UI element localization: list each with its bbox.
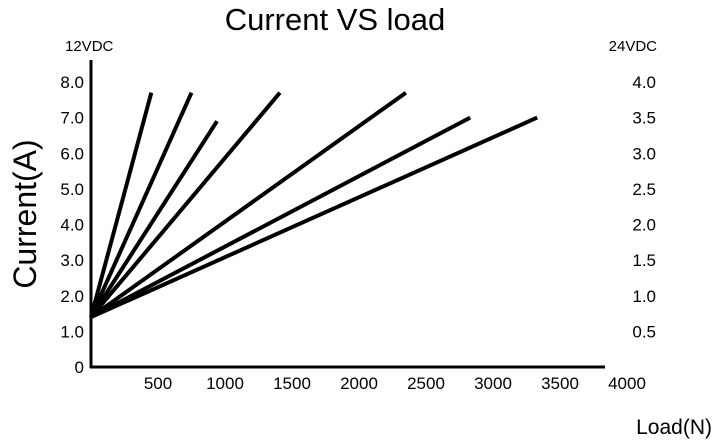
y2-tick-label: 3.5 (632, 109, 656, 128)
y2-tick-label: 2.0 (632, 216, 656, 235)
x-tick-label: 500 (144, 374, 172, 393)
x-tick-label: 1500 (273, 374, 311, 393)
x-tick-label: 4000 (608, 374, 646, 393)
y2-tick-label: 4.0 (632, 73, 656, 92)
y2-tick-label: 2.5 (632, 180, 656, 199)
y-tick-label: 0 (75, 358, 84, 377)
axes (89, 60, 605, 369)
x-axis-label: Load(N) (636, 416, 712, 439)
y2-tick-label: 1.5 (632, 251, 656, 270)
y-tick-label: 3.0 (60, 251, 84, 270)
y-tick-label: 8.0 (60, 73, 84, 92)
left-axis-unit: 12VDC (65, 38, 114, 55)
x-tick-label: 3000 (474, 374, 512, 393)
x-tick-label: 3500 (541, 374, 579, 393)
series-line-6 (90, 115, 472, 319)
x-tick-label: 2000 (340, 374, 378, 393)
series-line-2 (89, 91, 194, 318)
series-line-5 (89, 91, 408, 319)
y-tick-label: 1.0 (60, 322, 84, 341)
series-line-3 (89, 120, 219, 319)
y-tick-label: 4.0 (60, 216, 84, 235)
y2-tick-label: 3.0 (632, 144, 656, 163)
y-tick-label: 5.0 (60, 180, 84, 199)
y-axis-label: Current(A) (7, 139, 43, 288)
y-tick-label: 7.0 (60, 109, 84, 128)
series-lines (89, 91, 539, 319)
x-tick-label: 2500 (407, 374, 445, 393)
y2-tick-label: 1.0 (632, 287, 656, 306)
y-tick-label: 6.0 (60, 144, 84, 163)
series-line-4 (89, 91, 282, 319)
right-axis-unit: 24VDC (609, 38, 658, 55)
series-line-7 (90, 115, 539, 319)
y-tick-label: 2.0 (60, 287, 84, 306)
chart-title: Current VS load (225, 2, 446, 37)
tick-labels: 0 1.0 2.0 3.0 4.0 5.0 6.0 7.0 8.0 0.5 1.0 1.5 2.0 2.5… (60, 73, 656, 393)
y2-tick-label: 0.5 (632, 322, 656, 341)
series-line-1 (89, 92, 154, 318)
x-tick-label: 1000 (206, 374, 244, 393)
